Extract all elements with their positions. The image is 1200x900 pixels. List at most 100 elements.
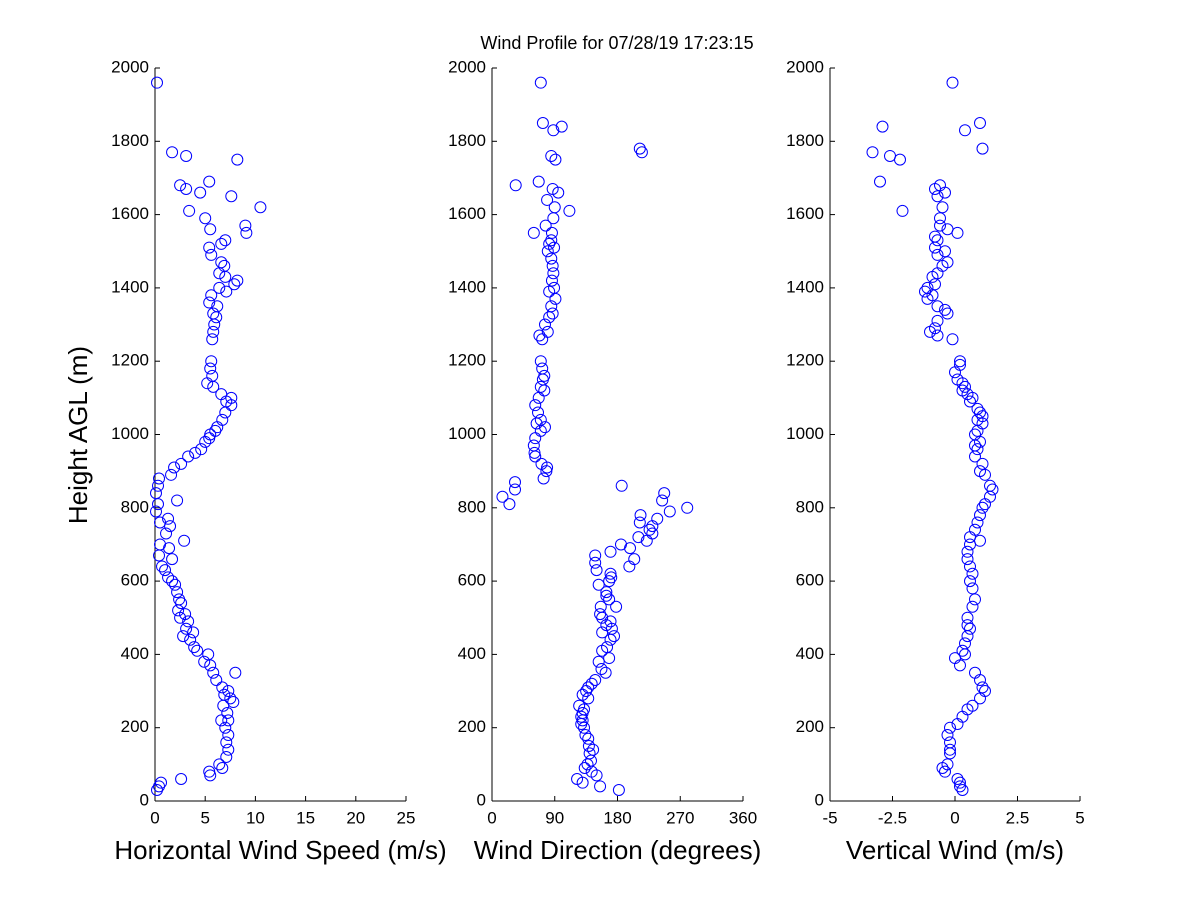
y-tick-label: 0: [140, 790, 149, 809]
data-point: [592, 655, 605, 668]
data-point: [536, 116, 549, 129]
data-point: [180, 149, 193, 162]
y-tick-label: 600: [458, 571, 486, 590]
data-point: [976, 501, 989, 514]
data-point: [596, 626, 609, 639]
y-tick-label: 200: [121, 717, 149, 736]
y-tick-label: 2000: [448, 57, 486, 76]
x-tick-label: 360: [729, 808, 757, 827]
data-point: [153, 472, 166, 485]
data-point: [954, 355, 966, 368]
data-point: [971, 516, 984, 529]
data-point: [545, 274, 558, 287]
data-point: [152, 498, 165, 511]
data-point: [206, 333, 219, 346]
data-point: [222, 729, 235, 742]
data-point: [974, 692, 986, 705]
data-point: [604, 567, 617, 580]
data-point: [194, 186, 207, 199]
data-point: [931, 300, 944, 313]
data-point: [579, 729, 592, 742]
x-tick-label: 0: [950, 808, 959, 827]
y-tick-label: 400: [458, 644, 486, 663]
data-point: [213, 758, 226, 771]
data-point: [174, 179, 187, 192]
x-tick-label: 15: [296, 808, 315, 827]
data-point: [180, 622, 193, 635]
data-point: [961, 630, 974, 643]
data-point: [213, 281, 226, 294]
data-point: [546, 259, 559, 272]
data-point: [603, 575, 616, 588]
data-point: [198, 655, 211, 668]
data-point: [582, 732, 595, 745]
data-point: [590, 769, 603, 782]
data-point: [217, 699, 230, 712]
data-point: [231, 274, 244, 287]
data-point: [174, 611, 187, 624]
data-point: [543, 311, 556, 324]
chart-title: Wind Profile for 07/28/19 17:23:15: [480, 33, 753, 53]
data-point: [969, 593, 981, 606]
data-point: [964, 560, 976, 573]
data-point: [188, 641, 201, 654]
data-point: [205, 289, 218, 302]
y-tick-label: 1000: [448, 424, 486, 443]
data-point: [921, 292, 934, 305]
data-point: [539, 219, 552, 232]
y-tick-label: 1800: [786, 131, 824, 150]
data-point: [896, 204, 909, 217]
y-tick-label: 1400: [111, 277, 149, 296]
data-point: [213, 267, 226, 280]
data-point: [216, 681, 229, 694]
y-tick-label: 1800: [111, 131, 149, 150]
data-point: [866, 146, 879, 159]
data-point: [529, 432, 542, 445]
data-point: [546, 307, 559, 320]
data-point: [954, 659, 966, 672]
y-tick-label: 1600: [786, 204, 824, 223]
data-point: [976, 457, 989, 470]
data-point: [166, 553, 179, 566]
data-point: [172, 604, 185, 617]
data-point: [191, 644, 204, 657]
data-point: [543, 285, 556, 298]
data-point: [976, 142, 989, 155]
x-tick-label: -5: [822, 808, 837, 827]
data-point: [183, 204, 196, 217]
y-tick-label: 400: [121, 644, 149, 663]
data-point: [575, 718, 588, 731]
data-point: [220, 751, 233, 764]
data-point: [549, 153, 562, 166]
data-point: [162, 512, 175, 525]
data-point: [931, 190, 944, 203]
data-point: [954, 780, 966, 793]
data-point: [532, 391, 545, 404]
data-point: [971, 443, 984, 456]
data-point: [210, 311, 223, 324]
data-point: [934, 219, 946, 232]
data-point: [643, 523, 656, 536]
data-point: [203, 432, 216, 445]
data-point: [549, 292, 562, 305]
data-point: [578, 762, 591, 775]
data-point: [595, 663, 608, 676]
y-tick-label: 2000: [786, 57, 824, 76]
data-point: [974, 116, 986, 129]
data-point: [600, 586, 613, 599]
x-axis-label: Wind Direction (degrees): [474, 835, 762, 865]
data-point: [541, 193, 554, 206]
data-point: [589, 556, 602, 569]
y-tick-label: 1200: [786, 351, 824, 370]
x-axis-label: Horizontal Wind Speed (m/s): [114, 835, 446, 865]
x-tick-label: 2.5: [1006, 808, 1030, 827]
data-point: [931, 234, 944, 247]
data-point: [175, 597, 188, 610]
data-point: [163, 542, 176, 555]
data-point: [934, 212, 946, 225]
y-tick-label: 1600: [448, 204, 486, 223]
x-tick-label: 180: [603, 808, 631, 827]
data-point: [254, 201, 267, 214]
data-point: [961, 545, 974, 558]
